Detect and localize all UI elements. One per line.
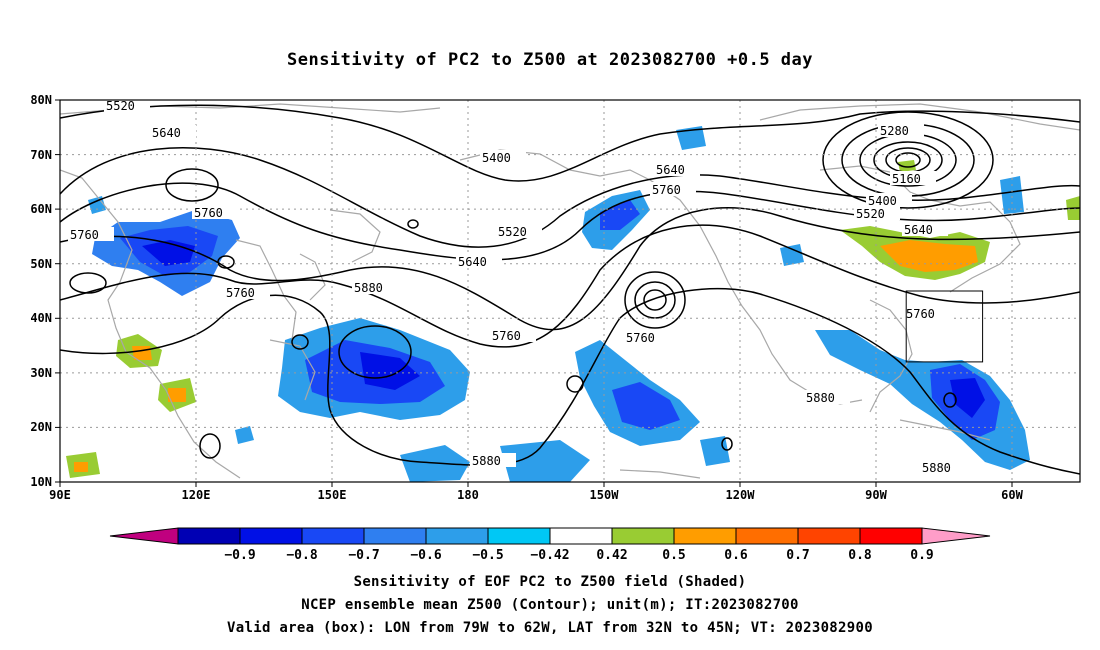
lat-tick-label: 20N <box>30 420 52 434</box>
colorbar-segment <box>797 527 861 545</box>
colorbar-segment <box>735 527 799 545</box>
colorbar-tick-label: 0.7 <box>786 548 809 563</box>
lat-tick-labels: 80N 70N 60N 50N 40N 30N 20N 10N <box>30 93 52 489</box>
contour-label: 5880 <box>922 461 951 475</box>
lon-tick-label: 120E <box>182 488 211 502</box>
colorbar-tick-label: −0.6 <box>410 548 441 563</box>
colorbar-segment <box>859 527 923 545</box>
contour-label: 5640 <box>656 163 685 177</box>
colorbar-segment <box>673 527 737 545</box>
lat-tick-label: 70N <box>30 148 52 162</box>
footer-line-1: Sensitivity of EOF PC2 to Z500 field (Sh… <box>353 574 747 590</box>
colorbar-tick-label: 0.6 <box>724 548 748 563</box>
lon-tick-label: 150E <box>318 488 347 502</box>
lon-tick-label: 180 <box>457 488 479 502</box>
lon-tick-label: 150W <box>590 488 620 502</box>
contour-labels: 5520 5640 5400 5640 5760 5280 5160 5400 … <box>68 99 966 475</box>
colorbar-tick-label: 0.9 <box>910 548 933 563</box>
contour-label: 5760 <box>226 286 255 300</box>
contour-label: 5280 <box>880 124 909 138</box>
axis-ticks <box>55 99 1013 487</box>
lat-tick-label: 30N <box>30 366 52 380</box>
lat-tick-label: 50N <box>30 257 52 271</box>
contour-label: 5880 <box>806 391 835 405</box>
contour-label: 5880 <box>472 454 501 468</box>
contour-label: 5520 <box>498 225 527 239</box>
colorbar-segment <box>177 527 241 545</box>
colorbar-segment <box>549 527 613 545</box>
colorbar-tick-label: −0.42 <box>530 548 569 563</box>
contour-label: 5760 <box>652 183 681 197</box>
colorbar-right-triangle <box>921 527 991 545</box>
lon-tick-label: 90E <box>49 488 71 502</box>
contour-label: 5760 <box>70 228 99 242</box>
colorbar-tick-label: −0.9 <box>224 548 255 563</box>
valid-area-box <box>905 290 984 363</box>
contour-label: 5640 <box>152 126 181 140</box>
colorbar-left-triangle <box>109 527 179 545</box>
colorbar-tick-label: 0.5 <box>662 548 685 563</box>
colorbar: −0.9 −0.8 −0.7 −0.6 −0.5 −0.42 0.42 0.5 0.6 0.7 0.… <box>109 527 991 563</box>
colorbar-segment <box>301 527 365 545</box>
contour-label: 5760 <box>492 329 521 343</box>
footer-line-3: Valid area (box): LON from 79W to 62W, L… <box>227 620 873 636</box>
colorbar-tick-label: 0.8 <box>848 548 872 563</box>
contour-label: 5760 <box>626 331 655 345</box>
colorbar-segment <box>239 527 303 545</box>
contour-label: 5640 <box>904 223 933 237</box>
colorbar-tick-label: 0.42 <box>596 548 627 563</box>
colorbar-segment <box>363 527 427 545</box>
lon-tick-labels: 90E 120E 150E 180 150W 120W 90W 60W <box>49 488 1023 502</box>
contour-label: 5400 <box>868 194 897 208</box>
contour-label: 5520 <box>106 99 135 113</box>
lat-tick-label: 80N <box>30 93 52 107</box>
chart-title: Sensitivity of PC2 to Z500 at 2023082700… <box>286 50 813 70</box>
contour-label: 5400 <box>482 151 511 165</box>
colorbar-segment <box>425 527 489 545</box>
contour-label: 5760 <box>906 307 935 321</box>
lat-tick-label: 40N <box>30 311 52 325</box>
lon-tick-label: 120W <box>726 488 756 502</box>
contour-label: 5160 <box>892 172 921 186</box>
colorbar-tick-label: −0.7 <box>348 548 379 563</box>
map-frame <box>59 99 1081 483</box>
contour-label: 5760 <box>194 206 223 220</box>
colorbar-segment <box>611 527 675 545</box>
lon-tick-label: 60W <box>1001 488 1023 502</box>
lat-tick-label: 10N <box>30 475 52 489</box>
contour-label: 5640 <box>458 255 487 269</box>
footer-line-2: NCEP ensemble mean Z500 (Contour); unit(… <box>301 597 799 613</box>
contour-label: 5880 <box>354 281 383 295</box>
colorbar-segment <box>487 527 551 545</box>
lon-tick-label: 90W <box>865 488 887 502</box>
colorbar-tick-label: −0.5 <box>472 548 503 563</box>
colorbar-tick-label: −0.8 <box>286 548 317 563</box>
graticule <box>60 100 1080 482</box>
lat-tick-label: 60N <box>30 202 52 216</box>
contour-label: 5520 <box>856 207 885 221</box>
